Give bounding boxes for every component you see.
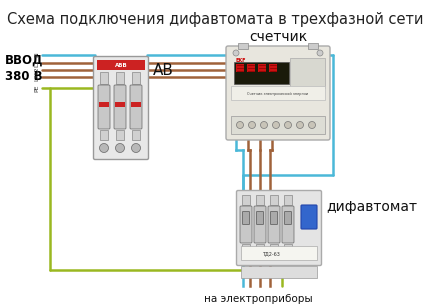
- FancyBboxPatch shape: [237, 191, 322, 265]
- Bar: [116, 130, 124, 140]
- Bar: [231, 86, 325, 100]
- FancyBboxPatch shape: [282, 206, 294, 243]
- Bar: [100, 72, 108, 84]
- Ellipse shape: [317, 50, 323, 56]
- Text: EKF: EKF: [236, 58, 246, 63]
- Bar: [132, 72, 140, 84]
- Bar: [231, 116, 325, 134]
- FancyBboxPatch shape: [243, 212, 249, 224]
- Bar: [236, 64, 244, 72]
- Bar: [132, 130, 140, 140]
- Bar: [247, 64, 255, 72]
- Text: L3: L3: [34, 73, 39, 81]
- Bar: [284, 195, 292, 205]
- Bar: [290, 58, 325, 88]
- Bar: [242, 244, 250, 254]
- Bar: [270, 195, 278, 205]
- Bar: [269, 64, 277, 72]
- Bar: [241, 266, 317, 278]
- Ellipse shape: [249, 122, 255, 129]
- FancyBboxPatch shape: [268, 206, 280, 243]
- FancyBboxPatch shape: [301, 205, 317, 229]
- FancyBboxPatch shape: [226, 46, 330, 140]
- FancyBboxPatch shape: [240, 206, 252, 243]
- Text: на электроприборы: на электроприборы: [204, 294, 312, 304]
- Ellipse shape: [285, 122, 292, 129]
- Bar: [308, 43, 318, 49]
- Text: дифавтомат: дифавтомат: [326, 200, 417, 214]
- Ellipse shape: [233, 50, 239, 56]
- FancyBboxPatch shape: [257, 212, 264, 224]
- Text: Счетчик электрической энергии: Счетчик электрической энергии: [247, 92, 309, 96]
- FancyBboxPatch shape: [130, 85, 142, 129]
- Text: ABB: ABB: [115, 63, 127, 68]
- Bar: [258, 64, 266, 72]
- Bar: [270, 244, 278, 254]
- Text: ТД2-63: ТД2-63: [262, 251, 280, 257]
- Ellipse shape: [237, 122, 243, 129]
- FancyBboxPatch shape: [93, 57, 148, 160]
- Bar: [131, 102, 141, 107]
- Text: счетчик: счетчик: [249, 30, 307, 44]
- Text: АВ: АВ: [153, 63, 174, 78]
- Bar: [100, 130, 108, 140]
- Bar: [99, 102, 109, 107]
- Ellipse shape: [273, 122, 280, 129]
- Ellipse shape: [116, 143, 125, 153]
- Bar: [238, 43, 248, 49]
- FancyBboxPatch shape: [270, 212, 277, 224]
- Ellipse shape: [297, 122, 304, 129]
- Bar: [241, 246, 317, 260]
- FancyBboxPatch shape: [285, 212, 292, 224]
- Text: L1: L1: [34, 59, 39, 67]
- Text: L2: L2: [34, 66, 39, 74]
- Ellipse shape: [261, 122, 267, 129]
- Ellipse shape: [99, 143, 108, 153]
- Bar: [242, 195, 250, 205]
- FancyBboxPatch shape: [114, 85, 126, 129]
- Bar: [256, 195, 264, 205]
- FancyBboxPatch shape: [254, 206, 266, 243]
- Ellipse shape: [308, 122, 316, 129]
- Bar: [115, 102, 125, 107]
- Ellipse shape: [132, 143, 141, 153]
- Text: Схема подключения дифавтомата в трехфазной сети: Схема подключения дифавтомата в трехфазн…: [7, 12, 423, 27]
- Bar: [97, 60, 145, 70]
- Text: PE: PE: [34, 84, 39, 92]
- FancyBboxPatch shape: [98, 85, 110, 129]
- Bar: [284, 244, 292, 254]
- Bar: [234, 62, 289, 84]
- Bar: [256, 244, 264, 254]
- Text: ВВОД
380 В: ВВОД 380 В: [5, 54, 43, 82]
- Bar: [116, 72, 124, 84]
- Text: N: N: [34, 53, 39, 57]
